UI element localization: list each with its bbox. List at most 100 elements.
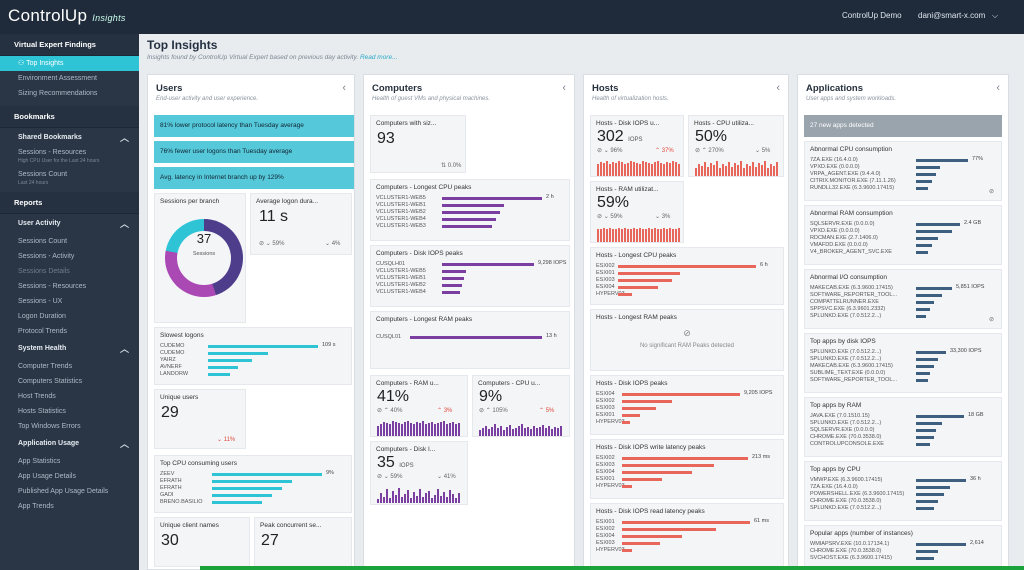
sidebar-item[interactable]: Hosts Statistics	[18, 408, 66, 415]
spark-bar	[413, 424, 415, 436]
spark-bar	[455, 498, 457, 503]
top-disk-apps-card[interactable]: Top apps by disk IOPS SPLUNKD.EXE (7.0.51…	[804, 333, 1002, 393]
abnormal-cpu-card[interactable]: Abnormal CPU consumption 7ZA.EXE (16.4.0.…	[804, 141, 1002, 201]
chevron-up-icon[interactable]: ︿	[119, 133, 129, 143]
shared-bookmarks-header[interactable]: Shared Bookmarks ︿	[0, 128, 139, 148]
sidebar-item[interactable]: Protocol Trends	[18, 328, 68, 335]
unique-users-card[interactable]: Unique users 29 ⌄ 11%	[154, 389, 246, 449]
hosts-ram-util-card[interactable]: Hosts - RAM utilizat... 59% ⊘ ⌄ 59% ⌄ 3%	[590, 181, 684, 243]
spark-bar	[725, 166, 727, 176]
hosts-read-latency-card[interactable]: Hosts - Disk IOPS read latency peaks ESX…	[590, 503, 784, 567]
sessions-card[interactable]: Sessions per branch 37 Sessions	[154, 193, 246, 323]
spark-bar	[654, 162, 656, 176]
org-name[interactable]: ControlUp Demo	[842, 11, 902, 20]
sidebar-item-sizing[interactable]: Sizing Recommendations	[18, 90, 98, 97]
computers-ram-peaks-card[interactable]: Computers - Longest RAM peaks CUSQL01 13 …	[370, 311, 570, 369]
sidebar-item[interactable]: Logon Duration	[18, 313, 66, 320]
bookmark-item[interactable]: Sessions - Resources High CPU User for th…	[18, 149, 100, 164]
bar-mark	[622, 535, 682, 538]
logon-card[interactable]: Average logon dura... 11 s ⊘ ⌄ 59% ⌄ 4%	[250, 193, 352, 255]
new-apps-banner[interactable]: 27 new apps detected	[804, 115, 1002, 137]
spark-bar	[494, 424, 496, 436]
chevron-up-icon[interactable]: ︿	[119, 219, 129, 229]
top-ram-apps-card[interactable]: Top apps by RAM JAVA.EXE (7.0.1510.15) SPL…	[804, 397, 1002, 457]
read-more-link[interactable]: Read more...	[359, 54, 398, 61]
computers-disk-peaks-card[interactable]: Computers - Disk IOPS peaks CUSQLH01 VCLU…	[370, 245, 570, 307]
sidebar-item[interactable]: Sessions Details	[18, 268, 70, 275]
chevron-left-icon[interactable]: ‹	[776, 82, 780, 94]
slowest-logons-card[interactable]: Slowest logons CUDEMO CUDEMO YAIRZ AVNERF LA…	[154, 327, 352, 385]
user-activity-header[interactable]: User Activity ︿	[0, 214, 139, 234]
chevron-up-icon[interactable]: ︿	[119, 439, 129, 449]
sidebar-item-top-insights[interactable]: ⚇ Top Insights	[0, 56, 139, 71]
popular-apps-card[interactable]: Popular apps (number of instances) WMIAPS…	[804, 525, 1002, 567]
spark-bar	[698, 164, 700, 176]
top-cpu-apps-card[interactable]: Top apps by CPU VMWP.EXE (6.3.9600.17415)…	[804, 461, 1002, 521]
sidebar-item[interactable]: Sessions - Resources	[18, 283, 87, 290]
sidebar-item[interactable]: App Statistics	[18, 458, 61, 465]
sidebar-item[interactable]: Sessions Count	[18, 238, 68, 245]
spark-bar	[407, 490, 409, 503]
hosts-cpu-util-card[interactable]: Hosts - CPU utiliza... 50% ⊘ ⌃ 270% ⌄ 5%	[688, 115, 784, 177]
spark-bar	[618, 228, 620, 242]
spark-bar	[536, 428, 538, 436]
chevron-left-icon[interactable]: ‹	[342, 82, 346, 94]
bar-row-label: CHROME.EXE (70.0.3538.0)	[810, 498, 882, 504]
sidebar-item[interactable]: Host Trends	[18, 393, 56, 400]
bar-top-value: 9,298 IOPS	[538, 260, 567, 266]
chevron-up-icon[interactable]: ︿	[119, 344, 129, 354]
chevron-left-icon[interactable]: ‹	[996, 82, 1000, 94]
insight-banner[interactable]: 81% lower protocol latency than Tuesday …	[154, 115, 354, 137]
sidebar-item[interactable]: Sessions - Activity	[18, 253, 75, 260]
chevron-left-icon[interactable]: ‹	[562, 82, 566, 94]
hosts-cpu-peaks-card[interactable]: Hosts - Longest CPU peaks ESXI02 ESXI01 ES…	[590, 247, 784, 305]
hosts-disk-peaks-card[interactable]: Hosts - Disk IOPS peaks ESXI04 ESXI02 ESXI…	[590, 375, 784, 435]
sidebar-item[interactable]: Published App Usage Details	[18, 488, 109, 495]
computers-cpu-util-card[interactable]: Computers - CPU u... 9% ⊘ ⌃ 105% ⌃ 5%	[472, 375, 570, 437]
bar-mark	[916, 301, 934, 304]
spark-bar	[740, 161, 742, 176]
computers-size-card[interactable]: Computers with siz... 93 ⇅ 0.0%	[370, 115, 466, 173]
bar-top-value: 2.4 GB	[964, 220, 982, 226]
sessions-donut: 37 Sessions	[165, 219, 243, 297]
abnormal-ram-card[interactable]: Abnormal RAM consumption SQLSERVR.EXE (0.…	[804, 205, 1002, 265]
hosts-write-latency-card[interactable]: Hosts - Disk IOPS write latency peaks ES…	[590, 439, 784, 499]
computers-disk-io-card[interactable]: Computers - Disk I... 35 IOPS ⊘ ⌄ 59% ⌄ …	[370, 441, 468, 505]
sidebar-item-environment[interactable]: Environment Assessment	[18, 75, 97, 82]
user-menu[interactable]: dani@smart-x.com	[918, 11, 986, 20]
spark-bar	[603, 163, 605, 176]
unique-delta: ⌄ 11%	[217, 437, 236, 443]
bar-mark	[442, 225, 492, 228]
column-title: Hosts	[592, 83, 619, 94]
sidebar-item[interactable]: Top Windows Errors	[18, 423, 81, 430]
spark-bar	[443, 492, 445, 503]
chevron-down-icon[interactable]: ⌵	[992, 11, 999, 20]
bar-row-label: VMWP.EXE (6.3.9600.17415)	[810, 477, 883, 483]
hosts-iops-card[interactable]: Hosts - Disk IOPS u... 302 IOPS ⊘ ⌄ 96% …	[590, 115, 684, 177]
client-names-card[interactable]: Unique client names 30	[154, 517, 250, 567]
bar-mark	[916, 166, 940, 169]
spark-bar	[419, 489, 421, 503]
abnormal-io-card[interactable]: Abnormal I/O consumption MAKECAB.EXE (6.3…	[804, 269, 1002, 329]
sidebar-item[interactable]: App Usage Details	[18, 473, 76, 480]
computers-ram-util-card[interactable]: Computers - RAM u... 41% ⊘ ⌃ 40% ⌃ 3%	[370, 375, 468, 437]
bookmark-item[interactable]: Sessions Count Last 24 hours	[18, 171, 68, 186]
insight-banner[interactable]: Avg. latency in Internet branch up by 12…	[154, 167, 354, 189]
bar-row-label: VMAFDD.EXE (0.0.0.0)	[810, 242, 868, 248]
hosts-ram-peaks-card[interactable]: Hosts - Longest RAM peaks ⊘ No significa…	[590, 309, 784, 371]
controlup-logo[interactable]: ControlUp Insights	[8, 6, 126, 25]
app-usage-header[interactable]: Application Usage ︿	[0, 434, 139, 454]
concurrent-card[interactable]: Peak concurrent se... 27	[254, 517, 352, 567]
system-health-header[interactable]: System Health ︿	[0, 339, 139, 359]
sidebar-item[interactable]: Sessions - UX	[18, 298, 63, 305]
insight-banner[interactable]: 76% fewer user logons than Tuesday avera…	[154, 141, 354, 163]
info-icon[interactable]: ⊘	[989, 317, 995, 323]
sidebar-item[interactable]: Computer Trends	[18, 363, 73, 370]
info-icon[interactable]: ⊘	[989, 189, 995, 195]
bar-row-label: 7ZA.EXE (16.4.0.0)	[810, 157, 858, 163]
sidebar-item[interactable]: App Trends	[18, 503, 54, 510]
top-cpu-users-card[interactable]: Top CPU consuming users ZEEV EFRATH EFRATH…	[154, 455, 352, 513]
sidebar-item[interactable]: Computers Statistics	[18, 378, 83, 385]
computers-cpu-peaks-card[interactable]: Computers - Longest CPU peaks VCLUSTER1-…	[370, 179, 570, 241]
card-title: Unique users	[160, 394, 199, 401]
